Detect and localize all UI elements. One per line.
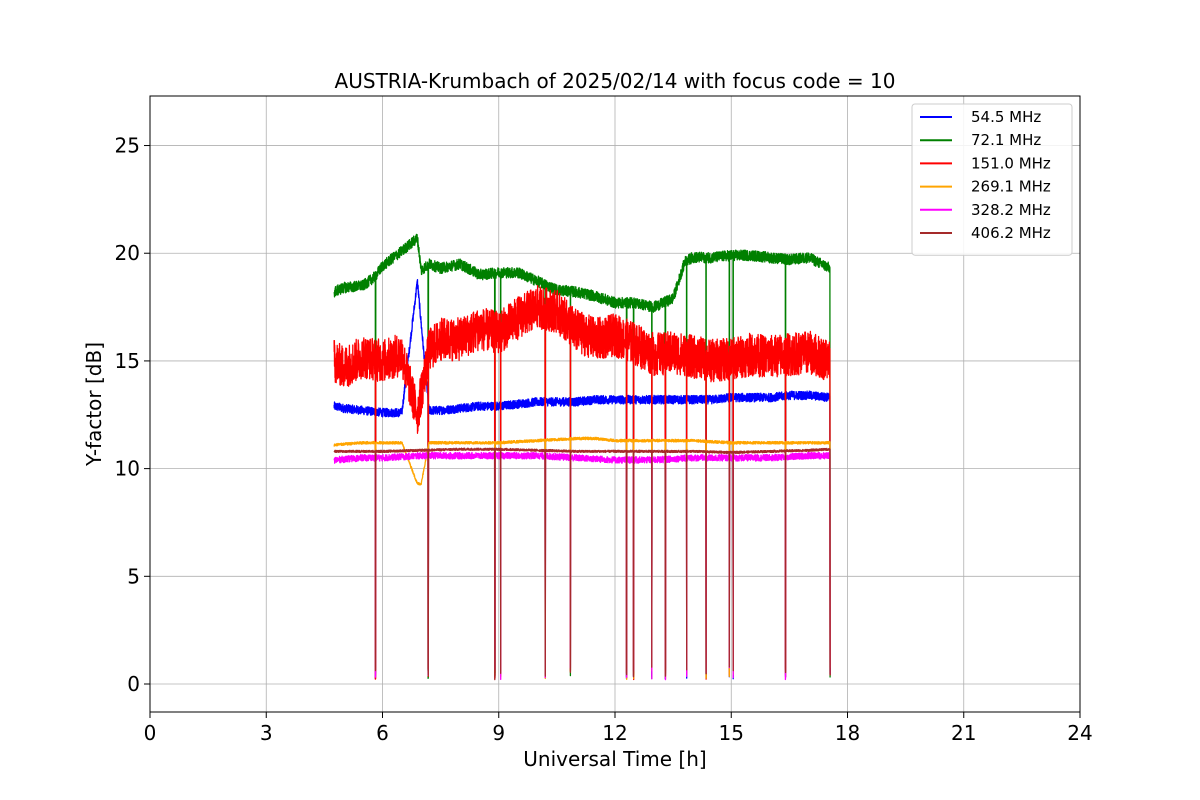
series-line <box>333 447 831 681</box>
x-tick-label: 15 <box>719 721 744 745</box>
legend-label: 151.0 MHz <box>971 154 1051 172</box>
series-line <box>333 451 831 681</box>
legend-label: 269.1 MHz <box>971 178 1051 196</box>
series-line <box>333 233 831 680</box>
x-tick-label: 18 <box>835 721 860 745</box>
legend-box <box>911 103 1073 256</box>
series-line <box>333 284 831 681</box>
x-tick-label: 3 <box>260 721 273 745</box>
legend-label: 54.5 MHz <box>971 108 1041 126</box>
legend-label: 406.2 MHz <box>971 224 1051 242</box>
series-line <box>333 436 831 681</box>
legend-label: 72.1 MHz <box>971 131 1041 149</box>
x-tick-label: 24 <box>1067 721 1092 745</box>
y-tick-label: 25 <box>115 134 140 158</box>
x-tick-label: 6 <box>376 721 389 745</box>
axis-ticks: 0 3 6 9 12 15 18 21 24 0 5 10 15 20 25 <box>115 134 1093 745</box>
y-tick-label: 20 <box>115 241 140 265</box>
x-tick-label: 21 <box>951 721 976 745</box>
series-line <box>333 278 831 680</box>
x-tick-label: 0 <box>144 721 157 745</box>
y-tick-label: 5 <box>127 564 140 588</box>
legend: 54.5 MHz 72.1 MHz 151.0 MHz 269.1 MHz 328.2 … <box>911 103 1073 256</box>
x-axis-title: Universal Time [h] <box>523 747 706 771</box>
legend-label: 328.2 MHz <box>971 201 1051 219</box>
y-tick-label: 10 <box>115 457 140 481</box>
y-axis-title: Y-factor [dB] <box>82 342 106 467</box>
y-tick-label: 0 <box>127 672 140 696</box>
chart-title: AUSTRIA-Krumbach of 2025/02/14 with focu… <box>335 69 896 93</box>
y-tick-label: 15 <box>115 349 140 373</box>
series-lines <box>333 233 831 681</box>
x-tick-label: 9 <box>492 721 505 745</box>
x-tick-label: 12 <box>602 721 627 745</box>
